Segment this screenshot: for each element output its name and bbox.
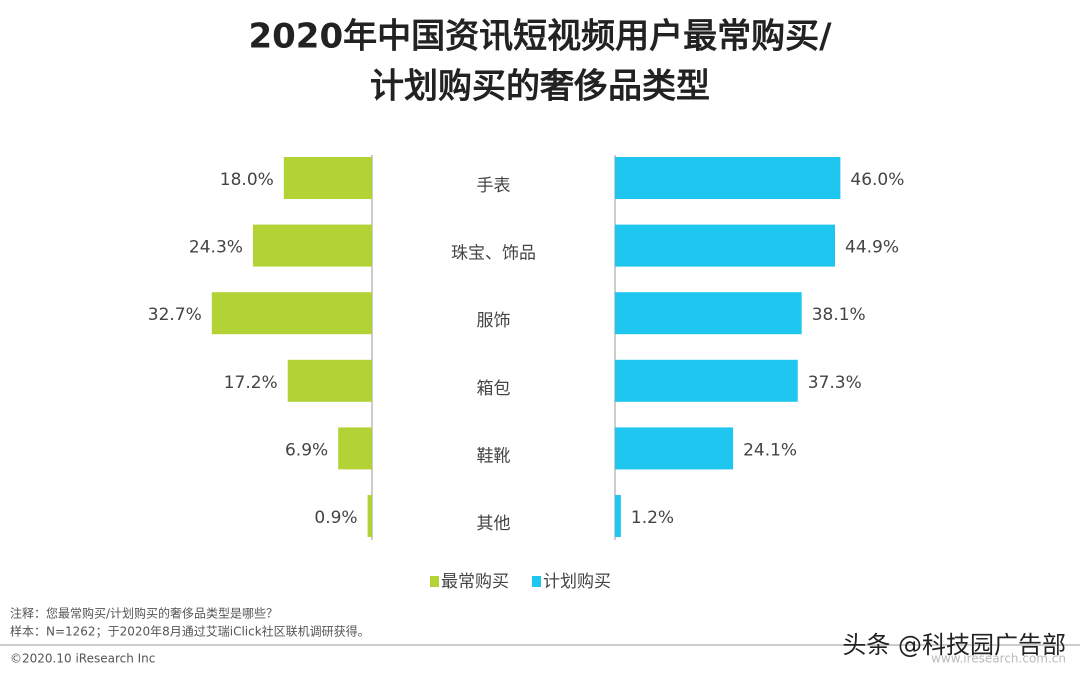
bar	[615, 157, 841, 199]
legend-label: 最常购买	[441, 572, 509, 592]
value-label: 1.2%	[631, 508, 674, 528]
value-label: 6.9%	[285, 440, 328, 460]
bar	[615, 292, 802, 335]
legend-swatch	[430, 576, 439, 587]
category-label: 手表	[477, 176, 511, 196]
value-label: 24.1%	[743, 440, 797, 460]
category-label: 服饰	[477, 311, 511, 331]
legend-swatch	[532, 576, 541, 587]
copyright: ©2020.10 iResearch Inc	[10, 652, 155, 666]
note: 注释：您最常购买/计划购买的奢侈品类型是哪些？	[10, 606, 278, 621]
value-label: 18.0%	[220, 170, 274, 190]
watermark: 头条 @科技园广告部	[842, 631, 1066, 659]
website: www.iresearch.com.cn	[931, 652, 1066, 666]
value-label: 37.3%	[808, 373, 862, 393]
bar	[252, 224, 372, 267]
chart-title: 计划购买的奢侈品类型	[370, 67, 710, 107]
value-label: 32.7%	[148, 305, 202, 325]
value-label: 44.9%	[845, 238, 899, 258]
bar	[211, 292, 372, 335]
category-label: 其他	[477, 514, 511, 534]
bar	[615, 224, 836, 267]
value-label: 0.9%	[314, 508, 357, 528]
category-label: 珠宝、饰品	[451, 244, 536, 264]
bar	[338, 427, 372, 470]
chart-title: 2020年中国资讯短视频用户最常购买/	[248, 17, 832, 57]
value-label: 24.3%	[189, 238, 243, 258]
value-label: 17.2%	[224, 373, 278, 393]
category-label: 箱包	[477, 379, 511, 399]
bar	[287, 359, 372, 402]
bar	[283, 157, 372, 199]
bar	[615, 427, 734, 470]
note: 样本：N=1262；于2020年8月通过艾瑞iClick社区联机调研获得。	[10, 624, 370, 639]
bar	[615, 495, 621, 537]
bar	[367, 495, 372, 537]
value-label: 46.0%	[850, 170, 904, 190]
legend-label: 计划购买	[543, 572, 611, 592]
value-label: 38.1%	[812, 305, 866, 325]
bar	[615, 359, 798, 402]
category-label: 鞋靴	[477, 446, 511, 466]
